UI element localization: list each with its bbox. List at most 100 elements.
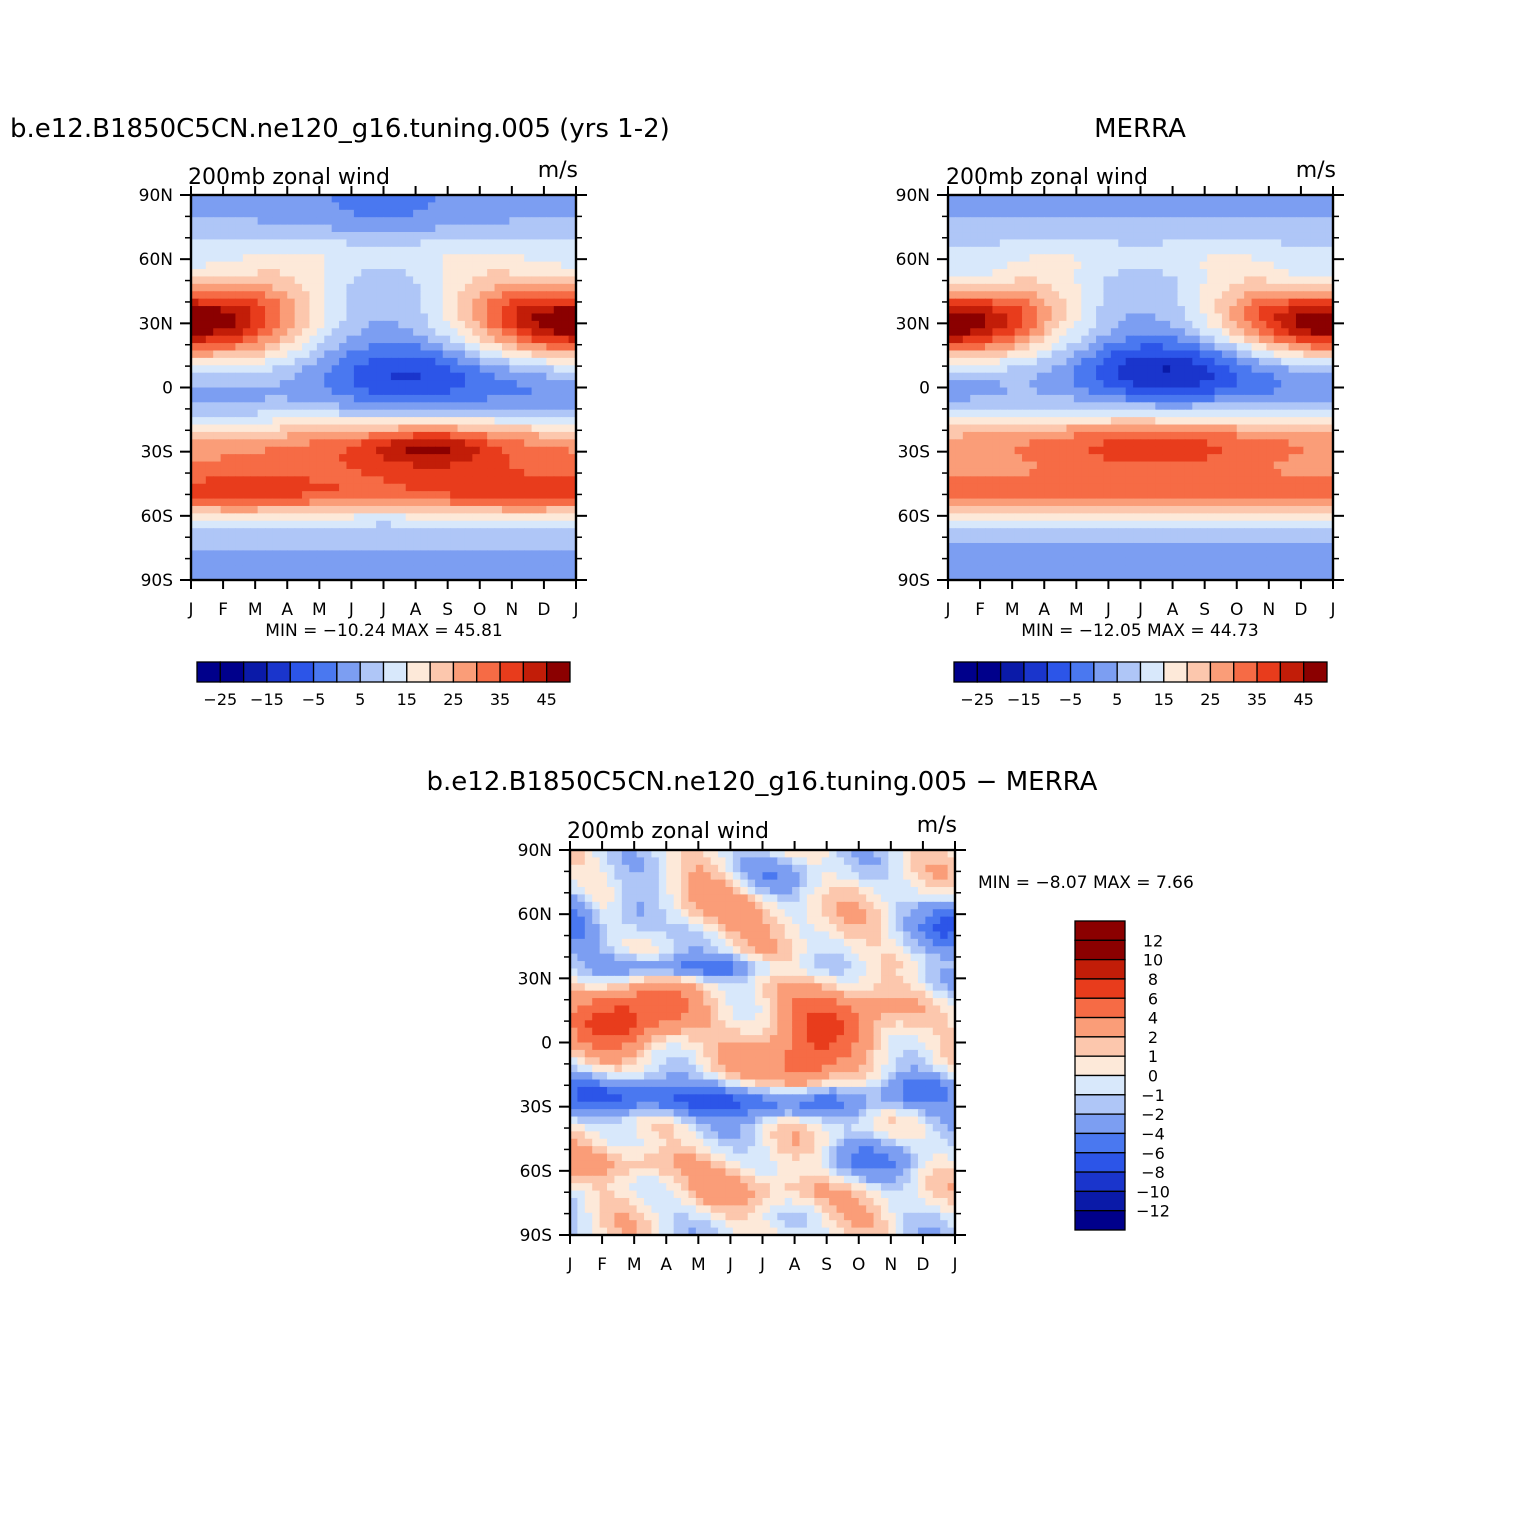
contour-cell	[1081, 461, 1090, 470]
contour-cell	[1325, 224, 1334, 233]
contour-cell	[1325, 343, 1334, 352]
contour-cell	[191, 380, 199, 389]
contour-cell	[1073, 357, 1082, 366]
contour-cell	[435, 528, 444, 537]
contour-cell	[1096, 468, 1105, 477]
contour-cell	[1007, 246, 1016, 255]
contour-cell	[472, 246, 481, 255]
contour-cell	[1007, 232, 1016, 241]
contour-cell	[1044, 424, 1053, 433]
contour-cell	[368, 246, 377, 255]
contour-cell	[501, 372, 510, 381]
contour-cell	[442, 387, 451, 396]
contour-cell	[479, 483, 488, 492]
contour-cell	[316, 209, 325, 218]
contour-cell	[302, 513, 311, 522]
contour-cell	[420, 239, 429, 248]
contour-cell	[970, 298, 979, 307]
contour-cell	[538, 328, 547, 337]
contour-cell	[561, 565, 570, 574]
contour-cell	[442, 565, 451, 574]
contour-cell	[1184, 320, 1193, 329]
contour-cell	[1303, 283, 1312, 292]
contour-cell	[1295, 291, 1304, 300]
contour-cell	[1147, 343, 1156, 352]
contour-cell	[1251, 468, 1260, 477]
contour-cell	[265, 291, 274, 300]
contour-cell	[1273, 335, 1282, 344]
contour-cell	[1081, 283, 1090, 292]
contour-cell	[405, 343, 414, 352]
contour-cell	[1303, 276, 1312, 285]
contour-cell	[220, 542, 229, 551]
contour-cell	[531, 365, 540, 374]
contour-cell	[1066, 195, 1075, 203]
contour-cell	[1192, 468, 1201, 477]
contour-cell	[1007, 409, 1016, 418]
contour-cell	[390, 365, 399, 374]
contour-cell	[1081, 306, 1090, 315]
contour-cell	[1044, 357, 1053, 366]
contour-cell	[1281, 454, 1290, 463]
contour-cell	[368, 483, 377, 492]
contour-cell	[1207, 269, 1216, 278]
contour-cell	[220, 232, 229, 241]
contour-cell	[413, 313, 422, 322]
contour-cell	[999, 261, 1008, 270]
contour-cell	[1162, 239, 1171, 248]
contour-cell	[531, 372, 540, 381]
contour-cell	[1288, 394, 1297, 403]
contour-cell	[272, 572, 281, 581]
contour-cell	[279, 461, 288, 470]
contour-cell	[553, 476, 562, 485]
contour-cell	[265, 343, 274, 352]
contour-cell	[257, 417, 266, 426]
contour-cell	[442, 380, 451, 389]
contour-cell	[257, 513, 266, 522]
contour-cell	[309, 209, 318, 218]
contour-cell	[992, 387, 1001, 396]
contour-cell	[294, 254, 303, 263]
contour-cell	[235, 209, 244, 218]
contour-cell	[501, 424, 510, 433]
contour-cell	[985, 195, 994, 203]
contour-cell	[464, 417, 473, 426]
contour-cell	[457, 239, 466, 248]
contour-cell	[1162, 306, 1171, 315]
contour-cell	[970, 320, 979, 329]
contour-cell	[250, 328, 259, 337]
contour-cell	[287, 461, 296, 470]
contour-cell	[1162, 209, 1171, 218]
contour-cell	[294, 387, 303, 396]
contour-cell	[1273, 224, 1282, 233]
contour-cell	[568, 520, 577, 529]
contour-cell	[1177, 380, 1186, 389]
contour-cell	[1214, 261, 1223, 270]
contour-cell	[450, 239, 459, 248]
contour-cell	[1310, 372, 1319, 381]
contour-cell	[1273, 357, 1282, 366]
contour-cell	[390, 246, 399, 255]
contour-cell	[376, 335, 385, 344]
contour-cell	[1214, 446, 1223, 455]
contour-cell	[235, 224, 244, 233]
contour-cell	[265, 224, 274, 233]
contour-cell	[1044, 291, 1053, 300]
contour-cell	[376, 320, 385, 329]
contour-cell	[561, 550, 570, 559]
contour-cell	[479, 232, 488, 241]
contour-cell	[1044, 468, 1053, 477]
contour-cell	[368, 291, 377, 300]
contour-cell	[302, 306, 311, 315]
contour-cell	[1273, 468, 1282, 477]
contour-cell	[487, 380, 496, 389]
contour-cell	[985, 254, 994, 263]
contour-cell	[977, 261, 986, 270]
contour-cell	[205, 461, 214, 470]
contour-cell	[501, 313, 510, 322]
contour-cell	[1022, 224, 1031, 233]
contour-cell	[509, 261, 518, 270]
contour-cell	[309, 246, 318, 255]
contour-cell	[1007, 254, 1016, 263]
contour-cell	[1022, 394, 1031, 403]
